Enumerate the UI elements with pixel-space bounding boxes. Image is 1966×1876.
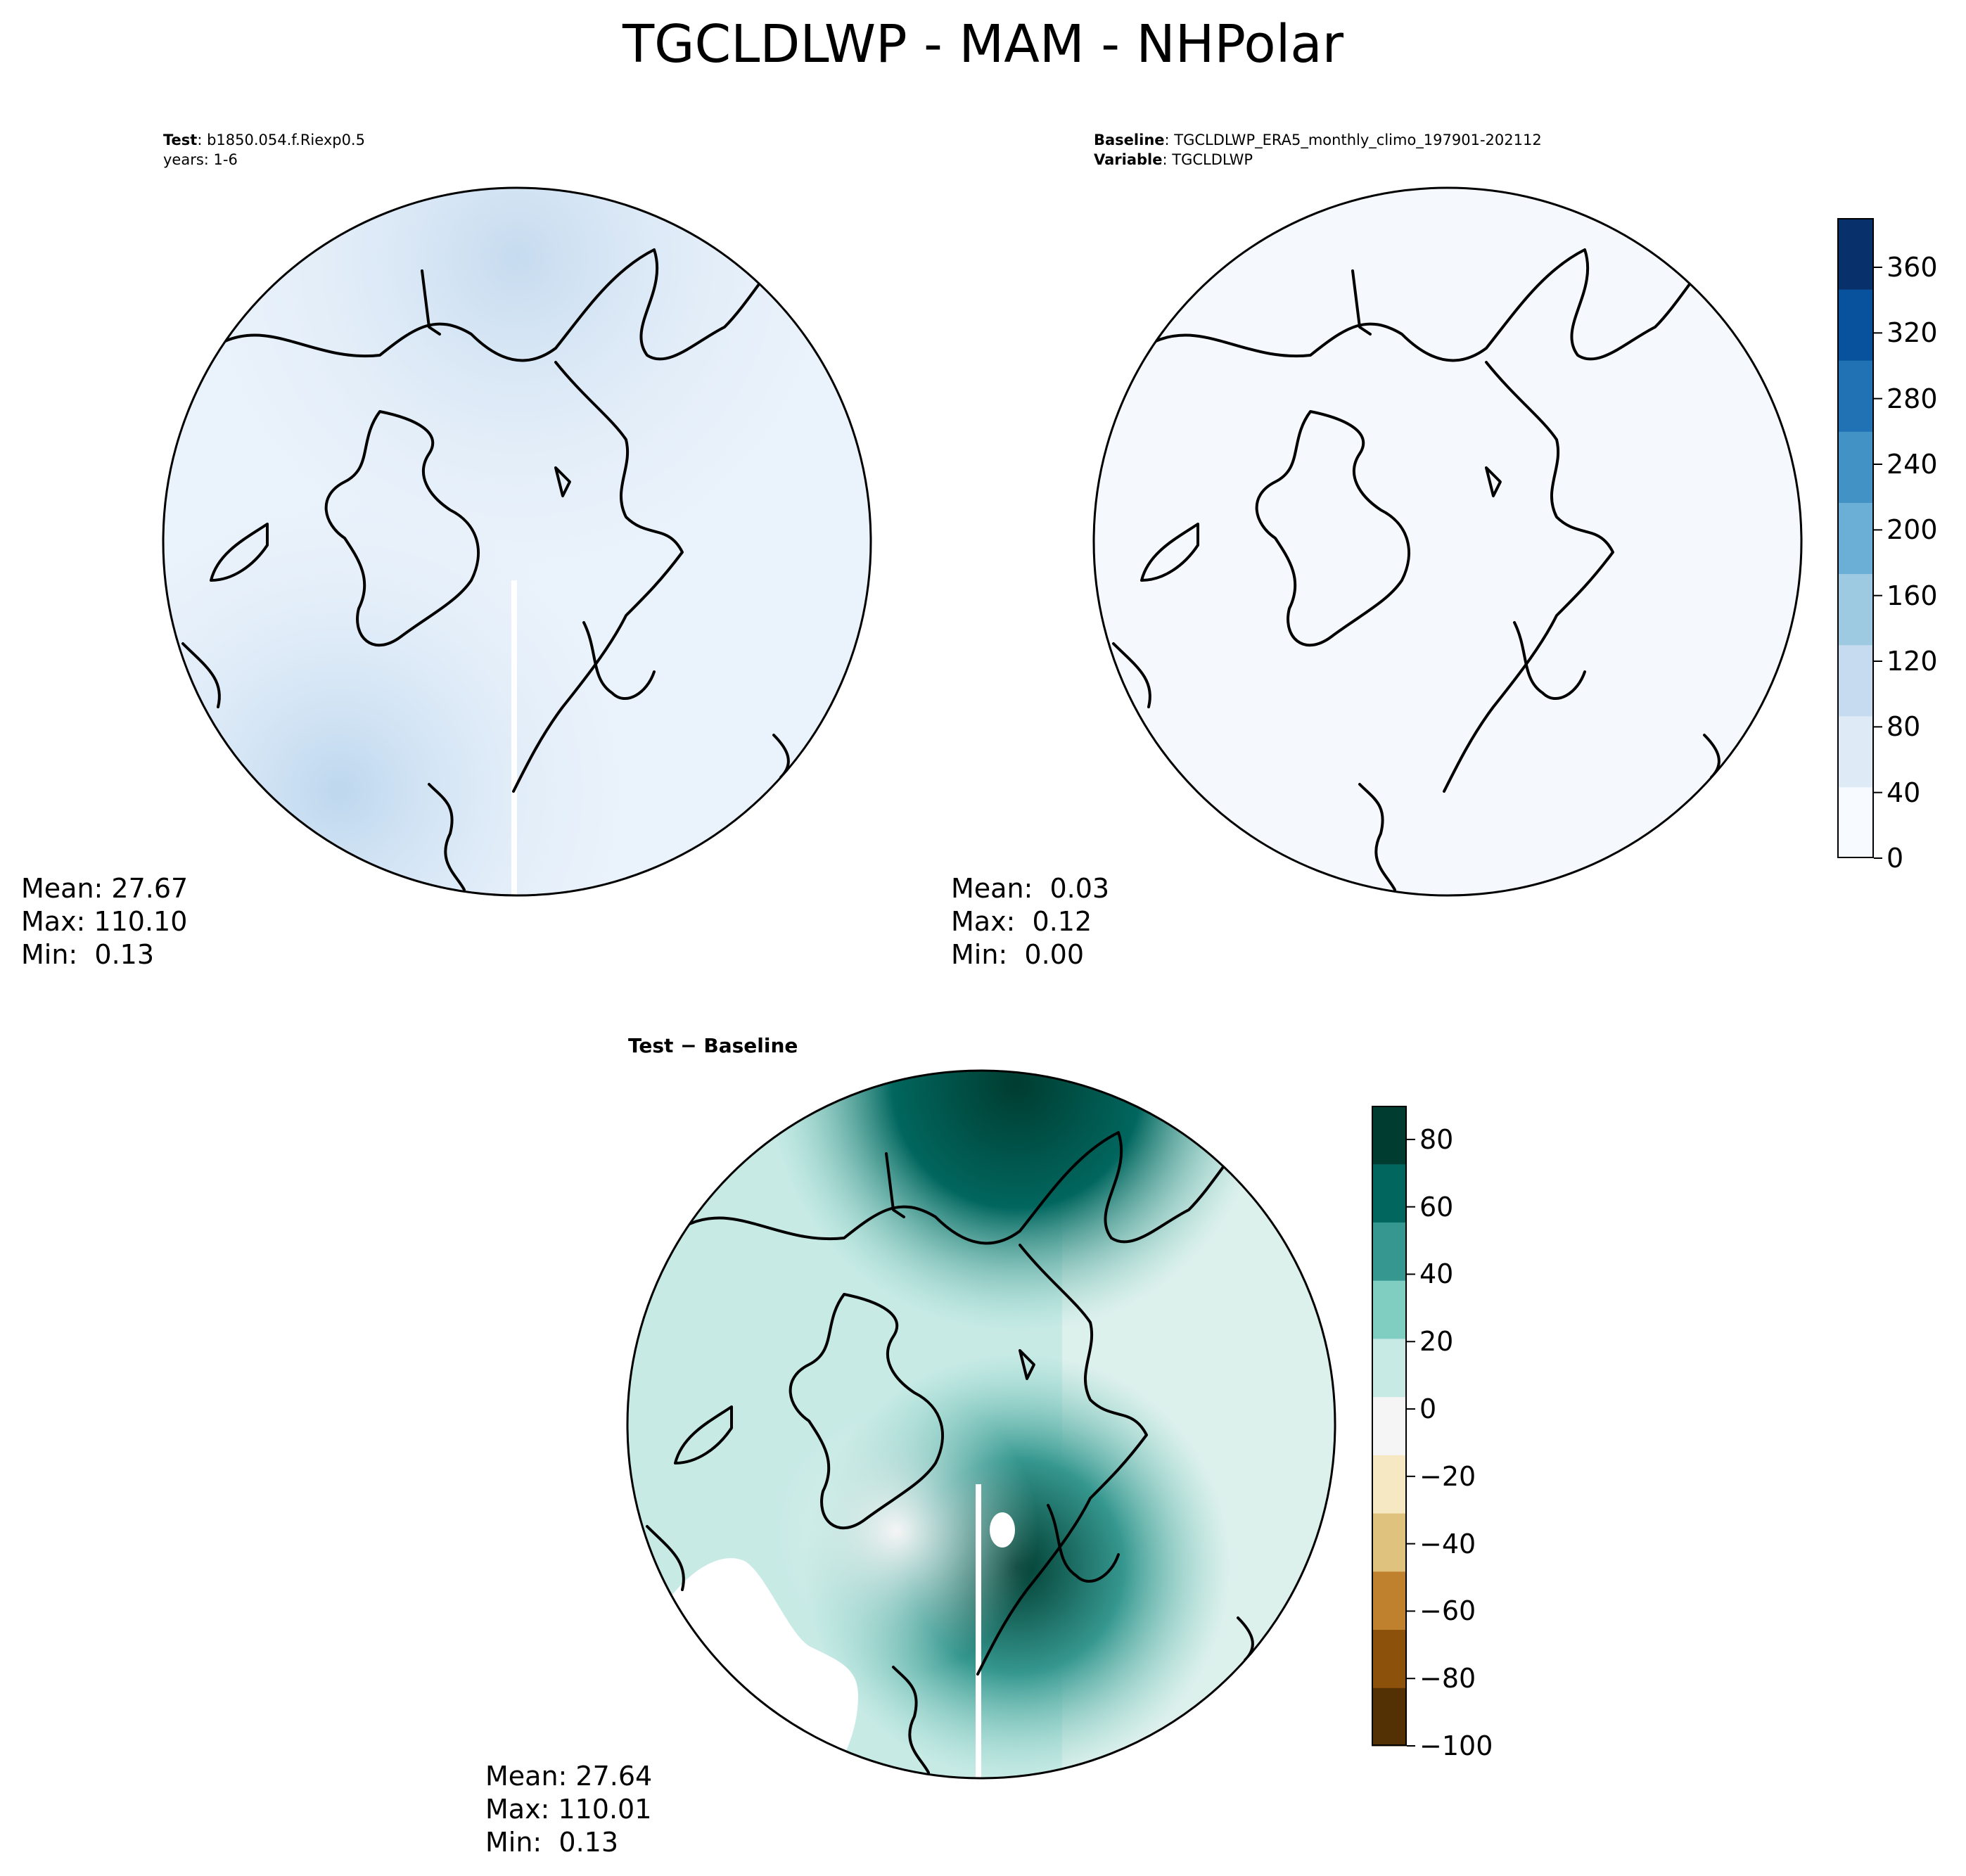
cbar-diff-segment-0	[1372, 1687, 1407, 1747]
cbar-diff-segment-10	[1372, 1106, 1407, 1165]
cbar-main-segment-3	[1837, 573, 1874, 646]
cbar-main-segment-5	[1837, 431, 1874, 503]
baseline-coastlines	[1112, 248, 1721, 891]
cbar-diff-segment-2	[1372, 1571, 1407, 1631]
cbar-diff-tick-label: 80	[1419, 1123, 1454, 1155]
baseline-max: Max: 0.12	[951, 906, 1092, 937]
cbar-main-tick-label: 320	[1887, 317, 1938, 349]
test-mean: Mean: 27.67	[21, 873, 189, 904]
cbar-main-tick-label: 280	[1887, 383, 1938, 414]
cbar-diff-outline	[1372, 1106, 1407, 1746]
cbar-diff-segment-1	[1372, 1629, 1407, 1688]
cbar-main-tick-label: 360	[1887, 252, 1938, 283]
cbar-main-segment-7	[1837, 289, 1874, 361]
baseline-stats: Mean: 0.03 Max: 0.12 Min: 0.00	[951, 872, 1109, 971]
test-years: years: 1-6	[163, 151, 238, 168]
difference-panel-title: Test − Baseline	[628, 1034, 798, 1057]
baseline-min: Min: 0.00	[951, 939, 1084, 970]
baseline-panel-header: Baseline: TGCLDLWP_ERA5_monthly_climo_19…	[1094, 132, 1542, 168]
cbar-main-segment-4	[1837, 502, 1874, 575]
test-panel-header: Test: b1850.054.f.Riexp0.5 years: 1-6	[163, 132, 365, 168]
cbar-main-tick-label: 40	[1887, 777, 1921, 808]
cbar-main-segment-1	[1837, 715, 1874, 788]
cbar-diff-tick-label: −100	[1419, 1730, 1493, 1761]
main-colorbar	[1837, 218, 1882, 859]
baseline-polar-map	[1092, 186, 1803, 897]
cbar-diff-tick-label: 60	[1419, 1191, 1454, 1223]
cbar-diff-segment-4	[1372, 1455, 1407, 1514]
baseline-map-fill	[1094, 188, 1801, 895]
cbar-main-tick-label: 240	[1887, 449, 1938, 480]
cbar-main-tick-label: 120	[1887, 646, 1938, 677]
baseline-dataset-name: TGCLDLWP_ERA5_monthly_climo_197901-20211…	[1174, 132, 1542, 148]
difference-colorbar	[1372, 1106, 1415, 1747]
cbar-main-tick-label: 0	[1887, 843, 1904, 874]
cbar-diff-tick-label: −40	[1419, 1528, 1476, 1559]
cbar-main-segment-2	[1837, 644, 1874, 717]
cbar-main-tick-label: 160	[1887, 580, 1938, 611]
test-min: Min: 0.13	[21, 939, 154, 970]
cbar-main-tick-label: 200	[1887, 514, 1938, 546]
baseline-header-key: Baseline	[1094, 132, 1165, 148]
cbar-main-segment-6	[1837, 360, 1874, 432]
difference-min: Min: 0.13	[485, 1827, 618, 1858]
cbar-diff-segment-5	[1372, 1396, 1407, 1455]
test-case-name: b1850.054.f.Riexp0.5	[207, 132, 365, 148]
cbar-diff-tick-label: −80	[1419, 1663, 1476, 1695]
cbar-main-outline	[1837, 218, 1874, 858]
cbar-diff-tick-label: −20	[1419, 1460, 1476, 1492]
difference-stats: Mean: 27.64 Max: 110.01 Min: 0.13	[485, 1760, 652, 1859]
cbar-main-segment-8	[1837, 218, 1874, 290]
cbar-diff-segment-6	[1372, 1338, 1407, 1398]
variable-header-key: Variable	[1094, 151, 1163, 168]
cbar-diff-segment-9	[1372, 1163, 1407, 1223]
test-polar-map	[162, 186, 872, 897]
difference-polar-map	[626, 1069, 1336, 1780]
cbar-main-tick-label: 80	[1887, 711, 1921, 743]
cbar-diff-tick-label: 40	[1419, 1258, 1454, 1290]
test-header-key: Test	[163, 132, 198, 148]
test-coastlines	[181, 248, 790, 891]
difference-coastlines	[646, 1131, 1254, 1774]
cbar-diff-segment-8	[1372, 1222, 1407, 1281]
cbar-diff-tick-label: 0	[1419, 1393, 1437, 1425]
baseline-mean: Mean: 0.03	[951, 873, 1110, 904]
cbar-diff-tick-label: −60	[1419, 1595, 1476, 1627]
test-max: Max: 110.10	[21, 906, 188, 937]
cbar-diff-segment-7	[1372, 1280, 1407, 1339]
figure-title: TGCLDLWP - MAM - NHPolar	[622, 14, 1344, 75]
cbar-diff-tick-label: 20	[1419, 1326, 1454, 1358]
difference-mean: Mean: 27.64	[485, 1761, 653, 1792]
difference-max: Max: 110.01	[485, 1794, 652, 1825]
variable-name: TGCLDLWP	[1172, 151, 1253, 168]
cbar-main-segment-0	[1837, 786, 1874, 859]
test-stats: Mean: 27.67 Max: 110.10 Min: 0.13	[21, 872, 188, 971]
cbar-diff-segment-3	[1372, 1513, 1407, 1572]
